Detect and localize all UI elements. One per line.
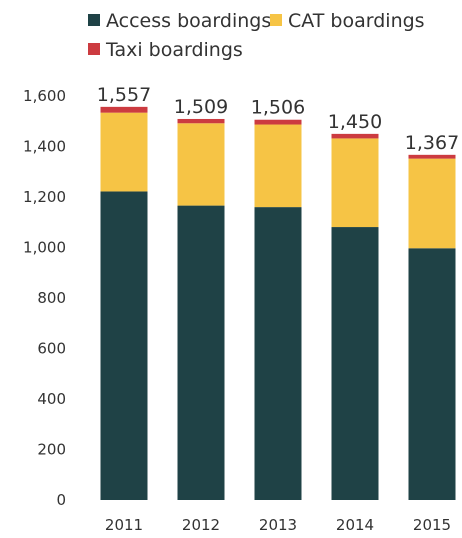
y-tick-label: 200 [37, 441, 66, 459]
y-tick-label: 1,200 [23, 188, 66, 206]
total-label-2013: 1,506 [251, 97, 305, 119]
total-label-2015: 1,367 [405, 132, 459, 154]
x-tick-label-2014: 2014 [336, 516, 374, 534]
bar-access-boardings-2015 [408, 248, 456, 500]
bar-access-boardings-2011 [100, 191, 148, 500]
bar-access-boardings-2013 [254, 207, 302, 500]
y-tick-label: 800 [37, 289, 66, 307]
total-label-2011: 1,557 [97, 84, 151, 106]
legend-swatch-access-boardings [88, 14, 100, 26]
bar-cat-boardings-2015 [408, 158, 456, 249]
y-tick-label: 600 [37, 340, 66, 358]
y-tick-label: 0 [56, 491, 66, 509]
bar-cat-boardings-2012 [177, 123, 225, 206]
y-tick-label: 1,000 [23, 239, 66, 257]
bar-taxi-boardings-2013 [254, 119, 302, 125]
y-axis: 0 200 400 600 800 1,000 1,200 1,400 1,600 [23, 87, 66, 509]
x-tick-label-2013: 2013 [259, 516, 297, 534]
total-label-2014: 1,450 [328, 111, 382, 133]
bar-taxi-boardings-2012 [177, 118, 225, 124]
legend-swatch-taxi-boardings [88, 43, 100, 55]
bar-cat-boardings-2011 [100, 112, 148, 192]
y-tick-label: 1,400 [23, 138, 66, 156]
bar-access-boardings-2012 [177, 205, 225, 500]
bar-taxi-boardings-2011 [100, 106, 148, 113]
bar-cat-boardings-2013 [254, 124, 302, 208]
bar-taxi-boardings-2014 [331, 133, 379, 139]
x-tick-label-2015: 2015 [413, 516, 451, 534]
bar-cat-boardings-2014 [331, 138, 379, 228]
bars [100, 106, 456, 501]
total-label-2012: 1,509 [174, 96, 228, 118]
bar-taxi-boardings-2015 [408, 154, 456, 159]
x-tick-label-2011: 2011 [105, 516, 143, 534]
legend: Access boardings CAT boardings Taxi boardi… [88, 10, 425, 61]
legend-swatch-cat-boardings [270, 14, 282, 26]
bar-access-boardings-2014 [331, 227, 379, 501]
x-axis: 2011 2012 2013 2014 2015 [105, 516, 451, 534]
y-tick-label: 400 [37, 390, 66, 408]
y-tick-label: 1,600 [23, 87, 66, 105]
legend-label-taxi-boardings: Taxi boardings [105, 39, 243, 61]
x-tick-label-2012: 2012 [182, 516, 220, 534]
legend-label-cat-boardings: CAT boardings [288, 10, 425, 32]
legend-label-access-boardings: Access boardings [106, 10, 271, 32]
total-labels: 1,557 1,509 1,506 1,450 1,367 [97, 84, 459, 154]
